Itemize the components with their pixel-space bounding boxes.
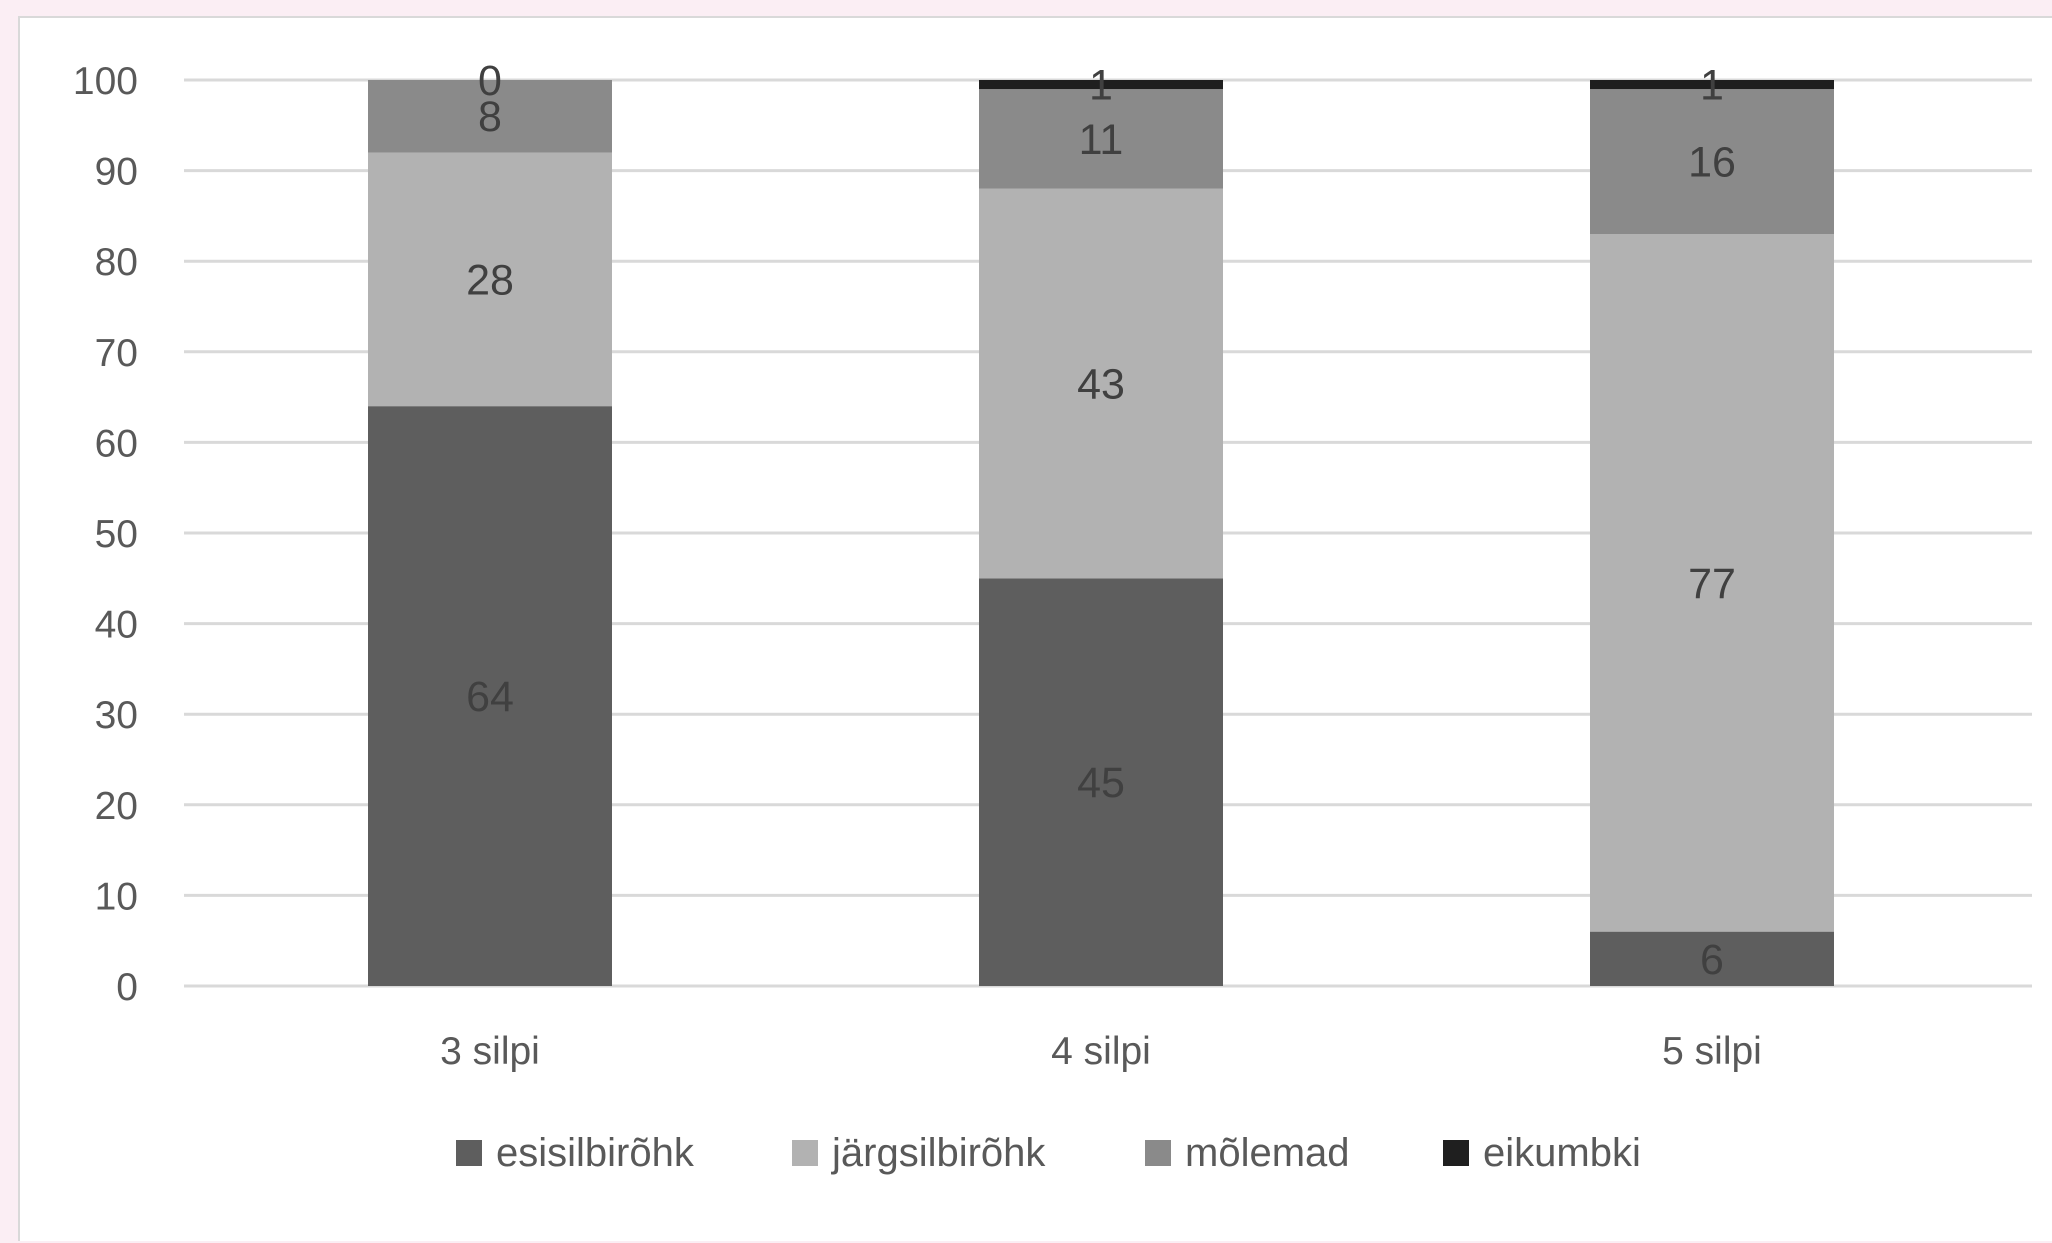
data-label-2-1: 45 <box>1077 759 1125 807</box>
y-axis-ticks: 0 10 20 30 40 50 60 70 80 90 100 <box>73 60 138 1009</box>
legend-swatch-1 <box>456 1140 482 1166</box>
bar-segment-3-3 <box>1590 89 1834 235</box>
category-label-1: 3 silpi <box>440 1030 540 1073</box>
legend-swatch-4 <box>1443 1140 1469 1166</box>
y-tick-label-40: 40 <box>95 604 138 647</box>
bar-segment-2-2 <box>979 188 1223 579</box>
bar-segment-1-2 <box>368 152 612 407</box>
data-label-3-3: 16 <box>1688 139 1736 187</box>
x-axis-categories: 3 silpi 4 silpi 5 silpi <box>440 1030 1762 1073</box>
legend-label-2: järgsilbirõhk <box>831 1131 1046 1175</box>
legend-label-4: eikumbki <box>1483 1131 1641 1175</box>
legend-swatch-3 <box>1145 1140 1171 1166</box>
y-tick-label-90: 90 <box>95 151 138 194</box>
legend-swatch-2 <box>792 1140 818 1166</box>
bar-segment-3-4 <box>1590 80 1834 90</box>
data-label-3-1: 6 <box>1700 936 1724 984</box>
data-label-1-2: 28 <box>466 256 514 304</box>
data-label-2-4: 1 <box>1089 62 1113 110</box>
data-label-1-3: 8 <box>478 93 502 141</box>
y-tick-label-20: 20 <box>95 785 138 828</box>
bar-segment-2-4 <box>979 80 1223 90</box>
bar-segment-2-1 <box>979 578 1223 986</box>
data-label-1-4: 0 <box>478 57 502 105</box>
legend: esisilbirõhk järgsilbirõhk mõlemad eikumbki <box>456 1131 1641 1175</box>
y-tick-label-10: 10 <box>95 875 138 918</box>
legend-label-3: mõlemad <box>1185 1131 1350 1175</box>
bars <box>368 80 1834 986</box>
y-tick-label-0: 0 <box>116 966 138 1009</box>
y-tick-label-80: 80 <box>95 241 138 284</box>
data-label-2-3: 11 <box>1079 116 1124 164</box>
y-tick-label-100: 100 <box>73 60 138 103</box>
y-tick-label-70: 70 <box>95 332 138 375</box>
category-label-3: 5 silpi <box>1662 1030 1762 1073</box>
bar-segment-3-1 <box>1590 931 1834 986</box>
legend-label-1: esisilbirõhk <box>496 1131 695 1175</box>
data-label-3-4: 1 <box>1700 62 1724 110</box>
data-label-3-2: 77 <box>1688 560 1736 608</box>
bar-segment-3-2 <box>1590 234 1834 932</box>
y-tick-label-50: 50 <box>95 513 138 556</box>
data-label-2-2: 43 <box>1077 361 1125 409</box>
bar-segment-1-3 <box>368 80 612 153</box>
chart-area: 0 10 20 30 40 50 60 70 80 90 100 64 28 8 0 45 43 11 1 6 77 1… <box>18 16 2052 1241</box>
bar-segment-1-1 <box>368 406 612 986</box>
bar-segment-2-3 <box>979 89 1223 189</box>
y-tick-label-60: 60 <box>95 422 138 465</box>
category-label-2: 4 silpi <box>1051 1030 1151 1073</box>
data-label-1-1: 64 <box>466 673 514 721</box>
y-tick-label-30: 30 <box>95 694 138 737</box>
